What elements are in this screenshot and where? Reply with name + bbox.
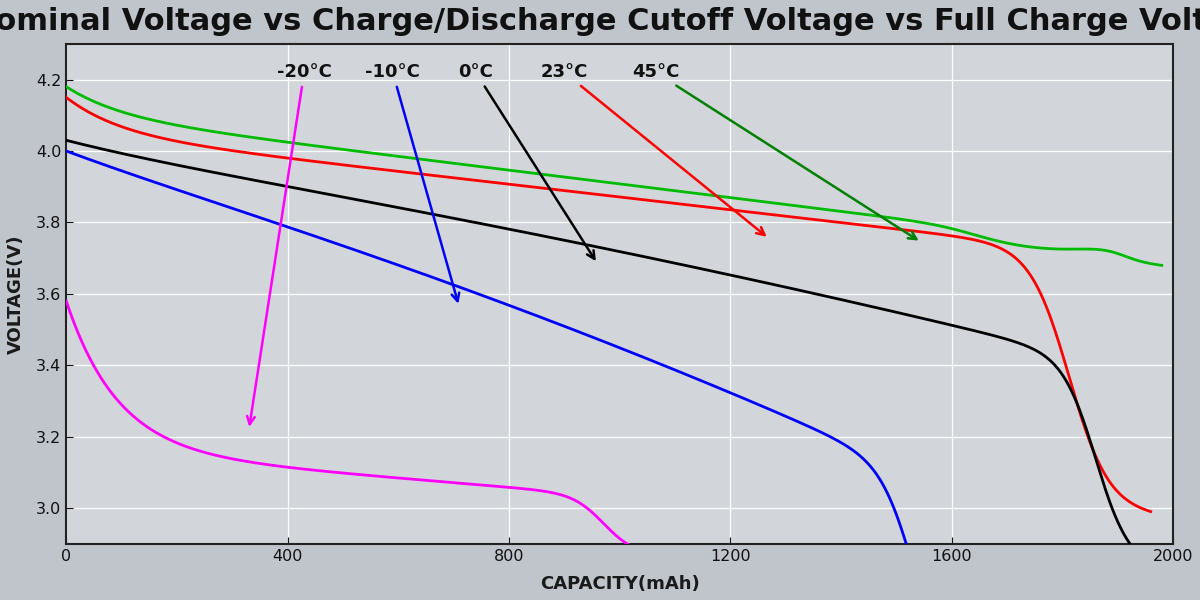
Text: 23°C: 23°C: [540, 64, 764, 235]
Title: Nominal Voltage vs Charge/Discharge Cutoff Voltage vs Full Charge Voltage: Nominal Voltage vs Charge/Discharge Cuto…: [0, 7, 1200, 36]
Text: -20°C: -20°C: [247, 64, 331, 424]
Text: -10°C: -10°C: [365, 64, 460, 301]
Text: 45°C: 45°C: [632, 64, 917, 239]
Text: 0°C: 0°C: [458, 64, 594, 259]
X-axis label: CAPACITY(mAh): CAPACITY(mAh): [540, 575, 700, 593]
Y-axis label: VOLTAGE(V): VOLTAGE(V): [7, 234, 25, 354]
